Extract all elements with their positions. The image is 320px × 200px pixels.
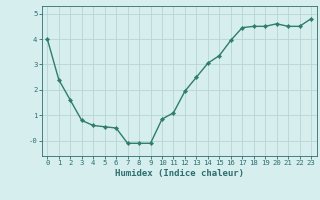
X-axis label: Humidex (Indice chaleur): Humidex (Indice chaleur) [115,169,244,178]
